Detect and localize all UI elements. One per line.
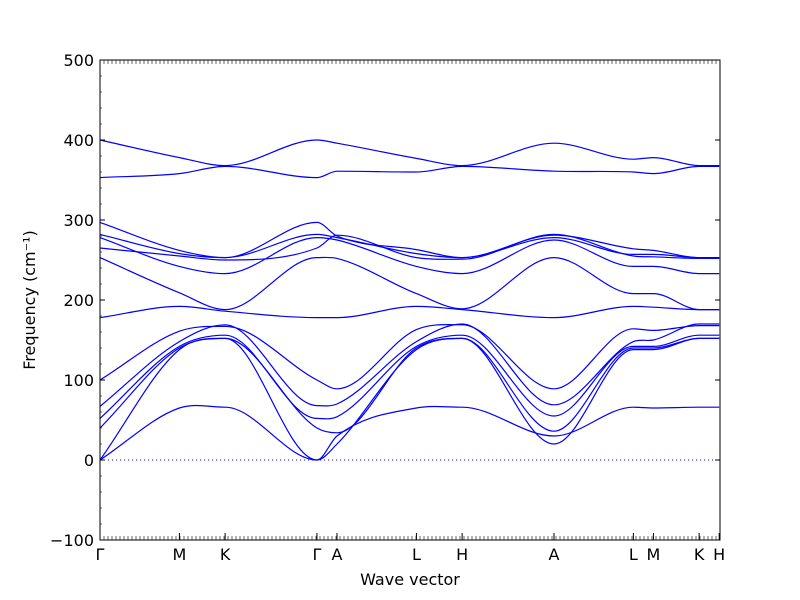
x-tick-label: K — [220, 545, 231, 564]
x-tick-label: Γ — [312, 545, 321, 564]
x-tick-label: H — [713, 545, 725, 564]
band-line-13 — [99, 337, 720, 461]
x-tick-label: Γ — [96, 545, 105, 564]
x-tick-label: H — [456, 545, 468, 564]
y-tick-label: 300 — [63, 211, 94, 230]
band-line-12 — [99, 337, 720, 434]
band-line-14 — [99, 404, 720, 461]
y-axis-label: Frequency (cm⁻¹) — [20, 230, 39, 369]
band-line-10 — [99, 323, 720, 407]
y-axis-ticks: −100 0 100 200 300 400 500 — [50, 51, 720, 550]
x-tick-label: A — [332, 545, 343, 564]
band-line-8 — [99, 305, 720, 319]
y-tick-label: 200 — [63, 291, 94, 310]
plot-lines — [99, 139, 720, 461]
plot-frame — [99, 59, 721, 541]
band-line-6 — [99, 233, 720, 261]
band-line-9 — [99, 324, 720, 390]
y-tick-label: 400 — [63, 131, 94, 150]
y-tick-label: −100 — [50, 531, 94, 550]
band-line-1 — [99, 139, 720, 167]
x-tick-label: M — [647, 545, 661, 564]
band-line-2 — [99, 165, 720, 179]
x-tick-label: K — [694, 545, 705, 564]
band-line-11 — [99, 334, 720, 420]
x-tick-label: L — [629, 545, 638, 564]
band-line-4 — [99, 233, 720, 259]
x-axis-label: Wave vector — [360, 570, 460, 589]
y-tick-label: 100 — [63, 371, 94, 390]
x-tick-label: L — [412, 545, 421, 564]
band-line-7 — [99, 256, 720, 311]
y-tick-label: 500 — [63, 51, 94, 70]
x-tick-label: A — [548, 545, 559, 564]
band-line-5 — [99, 236, 720, 275]
y-tick-label: 0 — [84, 451, 94, 470]
x-tick-label: M — [172, 545, 186, 564]
